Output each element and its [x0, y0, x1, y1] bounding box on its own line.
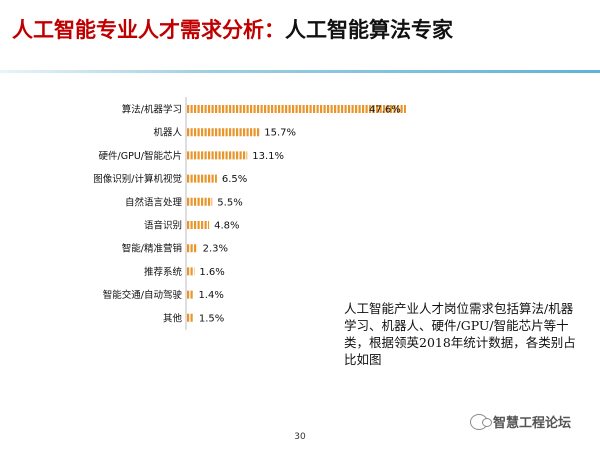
- y-tick-label: 智能交通/自动驾驶: [103, 289, 183, 301]
- data-label: 4.8%: [214, 221, 239, 232]
- data-label: 2.3%: [203, 244, 228, 255]
- data-label: 1.4%: [198, 290, 223, 301]
- data-label: 6.5%: [222, 174, 247, 185]
- data-label: 47.6%: [369, 105, 401, 116]
- wechat-icon: [470, 413, 492, 430]
- title-suffix: 人工智能算法专家: [285, 17, 453, 42]
- watermark: 智慧工程论坛: [470, 412, 571, 431]
- y-tick-label: 自然语言处理: [125, 196, 183, 208]
- y-tick-label: 机器人: [153, 127, 182, 139]
- y-tick-label: 图像识别/计算机视觉: [93, 173, 182, 185]
- watermark-text: 智慧工程论坛: [493, 416, 572, 431]
- y-tick-label: 语音识别: [144, 220, 182, 232]
- y-tick-label: 智能/精准营销: [122, 243, 183, 255]
- data-label: 15.7%: [264, 128, 296, 139]
- page-number: 30: [294, 432, 306, 442]
- page-title: 人工智能专业人才需求分析：人工智能算法专家: [12, 14, 453, 44]
- header-divider: [0, 70, 600, 73]
- y-tick-label: 算法/机器学习: [122, 104, 182, 116]
- y-tick-label: 推荐系统: [144, 266, 183, 278]
- y-tick-label: 硬件/GPU/智能芯片: [99, 150, 182, 162]
- data-label: 5.5%: [217, 197, 242, 208]
- chart-note: 人工智能产业人才岗位需求包括算法/机器学习、机器人、硬件/GPU/智能芯片等十类…: [344, 301, 576, 367]
- data-label: 13.1%: [252, 151, 284, 162]
- y-tick-label: 其他: [163, 312, 183, 324]
- data-label: 1.5%: [199, 313, 224, 324]
- title-prefix: 人工智能专业人才需求分析：: [12, 17, 285, 42]
- data-label: 1.6%: [199, 267, 224, 278]
